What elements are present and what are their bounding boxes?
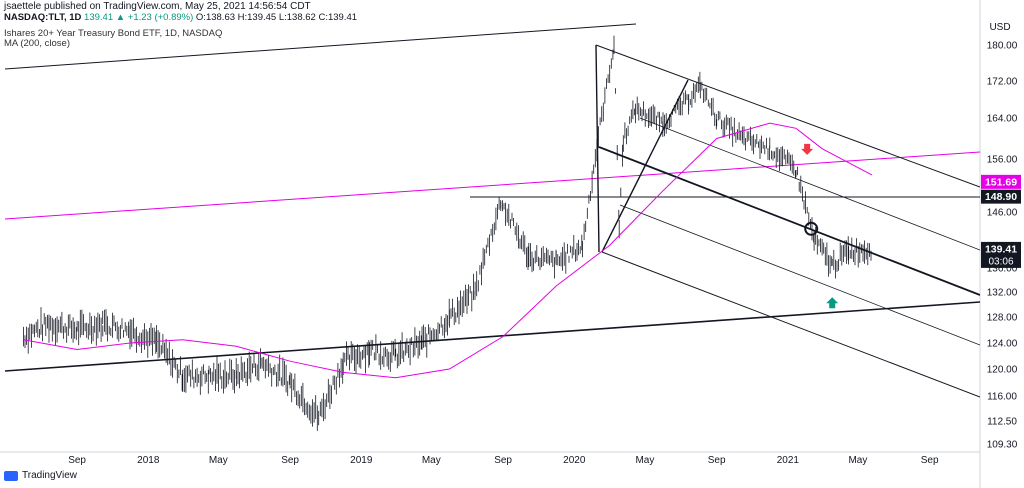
x-tick-label: May xyxy=(848,455,867,466)
y-tick-label: 112.50 xyxy=(987,417,1017,428)
symbol-label: NASDAQ:TLT, 1D xyxy=(4,12,82,23)
price-change: ▲ +1.23 (+0.89%) xyxy=(115,12,194,23)
x-tick-label: Sep xyxy=(68,455,86,466)
price-label-box xyxy=(981,189,1021,204)
green-up-arrow-icon xyxy=(826,297,839,309)
plot-area xyxy=(4,23,980,431)
last-price: 139.41 xyxy=(84,12,114,23)
x-tick-label: 2018 xyxy=(137,455,160,466)
publisher-line: jsaettele published on TradingView.com, … xyxy=(4,1,311,12)
y-tick-label: 136.00 xyxy=(987,264,1018,275)
x-tick-label: 2021 xyxy=(777,455,800,466)
footer-brand[interactable]: TradingView xyxy=(4,470,77,481)
ma-200-line xyxy=(23,122,873,379)
price-label-box xyxy=(981,174,1021,189)
upper-trendline xyxy=(4,23,637,70)
x-tick-label: May xyxy=(209,455,228,466)
y-tick-label: 120.00 xyxy=(987,365,1018,376)
red-down-arrow-icon xyxy=(801,143,814,155)
price-label: 148.90 xyxy=(985,191,1017,203)
x-tick-label: 2019 xyxy=(350,455,373,466)
tradingview-logo-icon xyxy=(4,470,18,481)
y-tick-label: 164.00 xyxy=(987,114,1018,125)
ohlc-values: O:138.63 H:139.45 L:138.62 C:139.41 xyxy=(195,12,358,23)
x-tick-label: May xyxy=(422,455,441,466)
x-tick-label: Sep xyxy=(281,455,299,466)
pitchfork-handle xyxy=(595,44,600,253)
pitchfork-inner-lower xyxy=(619,204,980,346)
y-tick-label: 146.00 xyxy=(987,208,1018,219)
price-label: 139.41 xyxy=(985,243,1017,255)
x-tick-label: Sep xyxy=(708,455,726,466)
price-label-countdown: 03:06 xyxy=(988,256,1013,267)
y-tick-label: 156.00 xyxy=(987,155,1018,166)
circle-marker-icon xyxy=(804,221,819,236)
symbol-ohlc-line: NASDAQ:TLT, 1D 139.41 ▲ +1.23 (+0.89%) O… xyxy=(4,12,357,23)
pitchfork-inner-upper xyxy=(639,117,980,251)
pink-trendline xyxy=(4,151,980,220)
price-label: 151.69 xyxy=(985,176,1017,188)
x-tick-label: Sep xyxy=(921,455,939,466)
y-tick-label: 116.00 xyxy=(987,392,1017,403)
pitchfork-upper xyxy=(595,44,980,188)
price-label-box xyxy=(981,241,1021,268)
pitchfork-lower xyxy=(601,251,980,398)
y-tick-label: 128.00 xyxy=(987,313,1018,324)
brand-label: TradingView xyxy=(22,470,78,481)
x-tick-label: May xyxy=(635,455,654,466)
chart-title: Ishares 20+ Year Treasury Bond ETF, 1D, … xyxy=(4,28,223,39)
x-tick-label: 2020 xyxy=(563,455,586,466)
pitchfork-tine xyxy=(601,79,689,253)
y-tick-label: 109.30 xyxy=(987,440,1018,451)
y-tick-label: 172.00 xyxy=(987,77,1018,88)
y-tick-label: 180.00 xyxy=(987,41,1018,52)
indicator-label: MA (200, close) xyxy=(4,38,70,49)
y-tick-label: 132.00 xyxy=(987,288,1018,299)
pitchfork-median xyxy=(598,146,980,296)
x-tick-label: Sep xyxy=(494,455,512,466)
y-axis-label: USD xyxy=(989,22,1010,33)
y-tick-label: 124.00 xyxy=(987,339,1018,350)
